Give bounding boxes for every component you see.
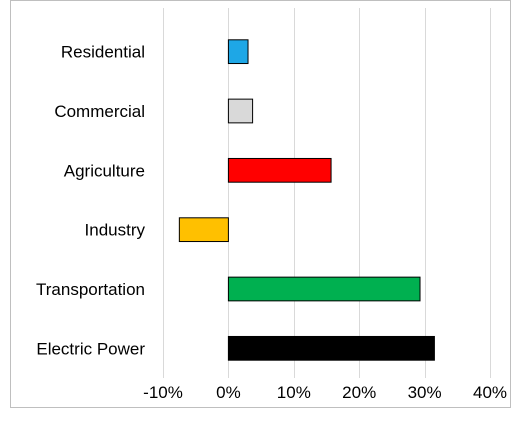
category-label-electric-power: Electric Power — [36, 339, 145, 358]
bars — [178, 39, 435, 361]
x-tick-label: 30% — [408, 383, 442, 402]
bar-industry — [178, 217, 229, 243]
bar-electric-power — [227, 335, 435, 361]
category-label-industry: Industry — [85, 221, 146, 240]
x-tick-label: 0% — [216, 383, 241, 402]
category-label-commercial: Commercial — [54, 102, 145, 121]
bar-agriculture — [227, 157, 332, 183]
x-tick-label: -10% — [143, 383, 183, 402]
x-tick-labels: -10% 0% 10% 20% 30% 40% — [143, 383, 507, 402]
bar-residential — [227, 39, 249, 65]
x-tick-label: 10% — [277, 383, 311, 402]
category-labels: Residential Commercial Agriculture Industry… — [36, 43, 145, 359]
bar-commercial — [227, 98, 254, 124]
category-label-agriculture: Agriculture — [64, 161, 145, 180]
bar-transportation — [227, 276, 421, 302]
gridlines — [163, 8, 491, 378]
x-tick-label: 20% — [342, 383, 376, 402]
category-label-transportation: Transportation — [36, 280, 145, 299]
x-tick-label: 40% — [473, 383, 507, 402]
category-label-residential: Residential — [61, 43, 145, 62]
